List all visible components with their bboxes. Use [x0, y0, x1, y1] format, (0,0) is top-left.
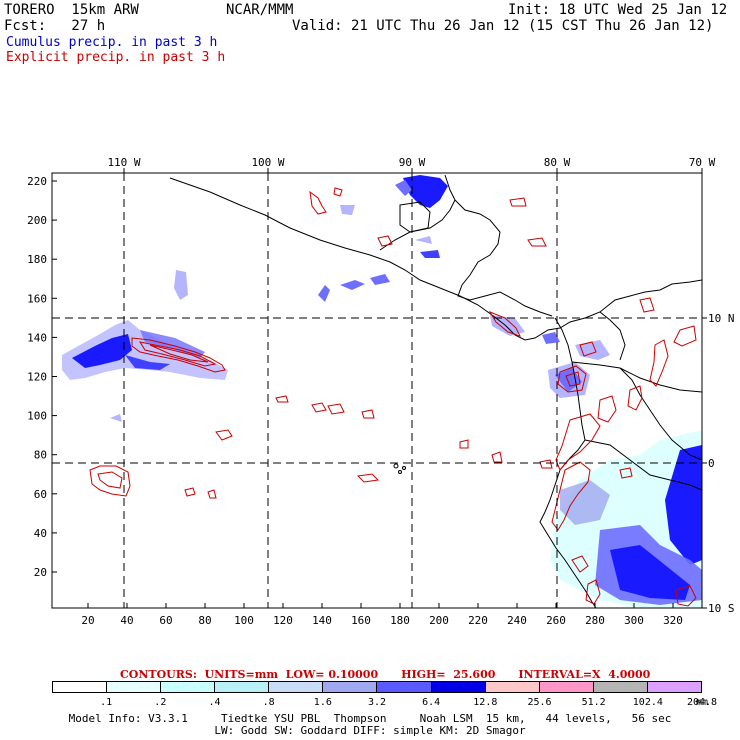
latitude-label: 10 S: [708, 602, 735, 615]
colorbar-label: .1: [100, 697, 113, 708]
x-tick-label: 240: [507, 614, 527, 627]
colorbar-swatch: [269, 682, 324, 692]
valid-time: Valid: 21 UTC Thu 26 Jan 12 (15 CST Thu …: [292, 18, 714, 34]
y-tick-label: 160: [27, 292, 47, 305]
y-tick-label: 100: [27, 410, 47, 423]
longitude-label: 80 W: [544, 156, 571, 169]
footer-model-info: Model Info: V3.3.1 Tiedtke YSU PBL Thomp…: [68, 712, 672, 725]
explicit-precip-contours: [89, 187, 697, 607]
colorbar-swatch: [323, 682, 378, 692]
colorbar-swatch: [431, 682, 486, 692]
longitude-label: 110 W: [107, 156, 140, 169]
colorbar-swatch: [53, 682, 108, 692]
colorbar-label: 3.2: [367, 697, 387, 708]
colorbar-swatch: [377, 682, 432, 692]
y-tick-label: 80: [34, 449, 47, 462]
x-tick-label: 320: [663, 614, 683, 627]
colorbar-label: .2: [154, 697, 167, 708]
colorbar-swatch: [647, 682, 701, 692]
colorbar-label: 12.8: [473, 697, 498, 708]
init-time: Init: 18 UTC Wed 25 Jan 12: [508, 2, 728, 18]
y-tick-label: 200: [27, 214, 47, 227]
x-tick-label: 80: [198, 614, 211, 627]
colorbar-unit: mm: [696, 697, 709, 708]
galapagos-islands: [393, 463, 406, 474]
coastlines: [169, 174, 702, 608]
y-tick-label: 220: [27, 175, 47, 188]
explicit-legend: Explicit precip. in past 3 h: [6, 50, 226, 65]
colorbar-swatch: [485, 682, 540, 692]
x-tick-label: 100: [234, 614, 254, 627]
x-tick-label: 20: [81, 614, 94, 627]
longitude-label: 100 W: [251, 156, 284, 169]
latitude-label: 10 N: [708, 312, 735, 325]
colorbar-label: 102.4: [632, 697, 663, 708]
colorbar-swatch: [161, 682, 216, 692]
cumulus-precip: [62, 175, 702, 608]
y-tick-label: 180: [27, 253, 47, 266]
model-title: TORERO 15km ARW: [4, 2, 139, 18]
x-tick-label: 300: [624, 614, 644, 627]
colorbar-swatch: [539, 682, 594, 692]
y-tick-label: 40: [34, 527, 47, 540]
y-tick-label: 120: [27, 371, 47, 384]
x-tick-label: 140: [312, 614, 332, 627]
colorbar-labels: .1 .2 .4 .8 1.6 3.2 6.4 12.8 25.6 51.2 102.4 204.8: [52, 697, 717, 709]
colorbar-swatch: [107, 682, 162, 692]
x-tick-label: 200: [429, 614, 449, 627]
cumulus-legend: Cumulus precip. in past 3 h: [6, 35, 218, 50]
colorbar-label: 1.6: [313, 697, 332, 708]
grid-lines: [52, 173, 702, 608]
forecast-hour: Fcst: 27 h: [4, 18, 106, 34]
org-label: NCAR/MMM: [226, 2, 294, 18]
colorbar-swatch: [593, 682, 648, 692]
y-tick-label: 20: [34, 566, 47, 579]
colorbar-label: 51.2: [581, 697, 606, 708]
x-tick-label: 160: [351, 614, 371, 627]
longitude-label: 70 W: [689, 156, 716, 169]
x-tick-label: 40: [120, 614, 133, 627]
contour-info: CONTOURS: UNITS=mm LOW= 0.10000 HIGH= 25…: [120, 668, 651, 681]
y-tick-label: 140: [27, 331, 47, 344]
y-tick-label: 60: [34, 488, 47, 501]
colorbar-label: 204.8: [686, 697, 718, 708]
colorbar-swatch: [215, 682, 270, 692]
x-tick-label: 180: [390, 614, 410, 627]
x-tick-label: 280: [585, 614, 605, 627]
x-tick-label: 220: [468, 614, 488, 627]
map-content: [52, 173, 702, 608]
x-tick-label: 60: [159, 614, 172, 627]
colorbar-label: .8: [262, 697, 275, 708]
colorbar-label: .4: [208, 697, 221, 708]
colorbar: [52, 681, 702, 693]
latitude-label: 0: [708, 457, 715, 470]
x-tick-label: 260: [546, 614, 566, 627]
plot-frame: [51, 172, 703, 609]
colorbar-label: 6.4: [422, 697, 441, 708]
footer-physics: LW: Godd SW: Goddard DIFF: simple KM: 2D…: [214, 724, 526, 737]
longitude-label: 90 W: [399, 156, 426, 169]
x-tick-label: 120: [273, 614, 293, 627]
colorbar-label: 25.6: [527, 697, 552, 708]
